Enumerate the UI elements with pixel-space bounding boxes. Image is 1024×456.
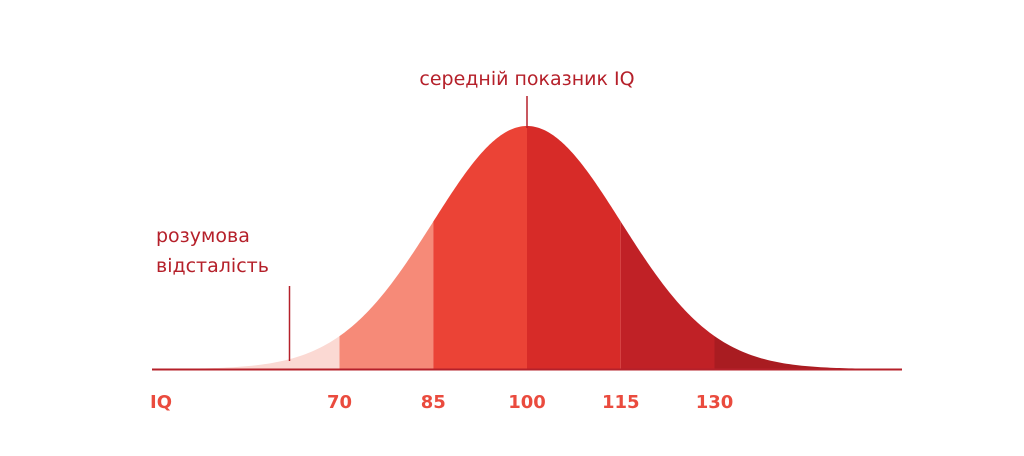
annotation-low-label-line-1: розумова (156, 225, 250, 247)
band-40-70 (152, 336, 340, 369)
distribution-bands (152, 126, 902, 369)
annotations: середній показник IQ розумова відсталість (156, 68, 635, 361)
tick-label-130: 130 (696, 392, 734, 413)
band-100-115 (527, 126, 621, 369)
tick-label-85: 85 (421, 392, 446, 413)
x-axis-ticks: IQ 70 85 100 115 130 (150, 392, 733, 413)
band-85-100 (433, 126, 527, 369)
x-axis-label: IQ (150, 392, 172, 413)
annotation-mean-label: середній показник IQ (419, 68, 634, 90)
band-130-160 (714, 336, 902, 369)
annotation-low-label-line-2: відсталість (156, 255, 269, 277)
tick-label-115: 115 (602, 392, 640, 413)
band-70-85 (339, 221, 434, 369)
tick-label-70: 70 (327, 392, 352, 413)
band-115-130 (620, 221, 715, 369)
tick-label-100: 100 (508, 392, 546, 413)
